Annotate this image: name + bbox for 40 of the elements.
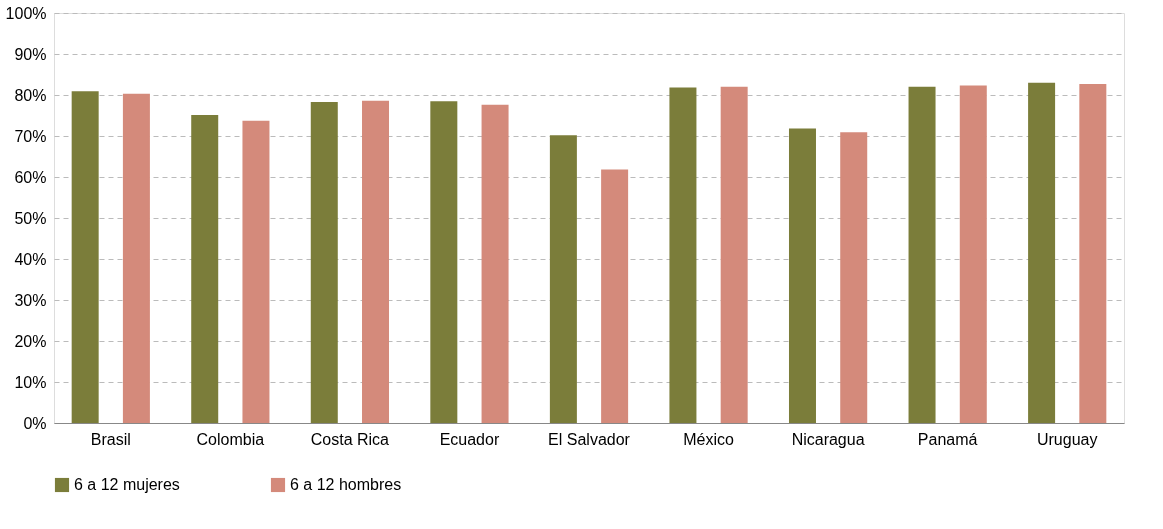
- y-tick-label: 90%: [14, 45, 47, 63]
- x-tick-label: Colombia: [196, 430, 265, 448]
- y-tick-label: 100%: [5, 4, 47, 22]
- y-tick-label: 40%: [14, 250, 47, 268]
- bar: [601, 169, 629, 423]
- bar: [481, 104, 509, 423]
- bar: [71, 91, 99, 423]
- bar: [1079, 83, 1107, 423]
- y-tick-label: 80%: [14, 86, 47, 104]
- y-tick-label: 20%: [14, 332, 47, 350]
- bar: [669, 87, 697, 423]
- bar: [840, 132, 868, 423]
- bar: [191, 115, 219, 423]
- bar: [549, 135, 577, 423]
- y-tick-label: 70%: [14, 127, 47, 145]
- x-tick-label: Costa Rica: [310, 430, 390, 448]
- x-tick-label: Ecuador: [439, 430, 500, 448]
- legend-label: 6 a 12 hombres: [290, 476, 402, 493]
- x-tick-label: Nicaragua: [791, 430, 865, 448]
- bar: [959, 85, 987, 423]
- y-tick-label: 50%: [14, 209, 47, 227]
- y-tick-label: 0%: [23, 414, 47, 432]
- legend-label: 6 a 12 mujeres: [74, 476, 180, 493]
- bar: [310, 101, 338, 423]
- x-tick-label: Uruguay: [1036, 430, 1098, 448]
- bar: [362, 100, 390, 423]
- bar: [908, 86, 936, 423]
- x-tick-label: Panamá: [917, 430, 978, 448]
- bar: [430, 101, 458, 423]
- x-tick-label: Brasil: [90, 430, 131, 448]
- y-tick-label: 30%: [14, 291, 47, 309]
- x-tick-label: El Salvador: [548, 430, 631, 448]
- bar: [1028, 82, 1056, 423]
- bar: [122, 93, 150, 423]
- bar: [788, 128, 816, 423]
- y-tick-label: 60%: [14, 168, 47, 186]
- bar: [720, 86, 748, 423]
- y-tick-label: 10%: [14, 373, 47, 391]
- bar: [242, 120, 270, 423]
- x-tick-label: México: [683, 430, 734, 448]
